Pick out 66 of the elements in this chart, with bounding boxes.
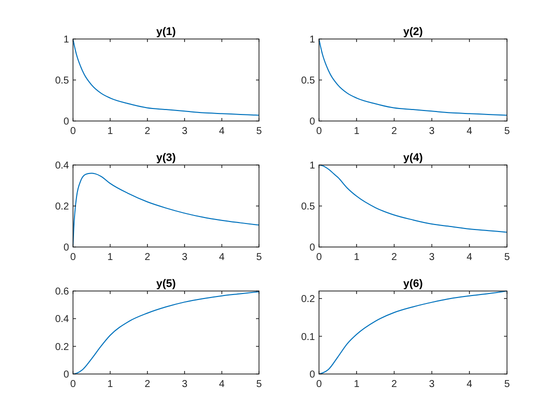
x-tick-label: 1 [354,379,360,390]
line-series [318,290,508,374]
y-tick-label: 0.2 [55,202,70,212]
x-tick-label: 4 [219,252,226,263]
line-series [72,38,260,116]
chart-title: y(6) [403,278,424,290]
chart-title: y(3) [156,152,176,164]
x-tick-label: 4 [466,379,473,390]
x-tick-label: 2 [391,126,398,137]
chart-title: y(4) [403,152,424,164]
y-tick-label: 1 [309,160,316,172]
x-tick-label: 0 [316,126,322,137]
x-tick-label: 1 [107,252,114,263]
x-tick-label: 1 [354,126,360,137]
x-tick-label: 3 [429,126,436,137]
line-series [318,164,508,233]
y-tick-label: 0 [63,370,70,380]
x-tick-label: 2 [391,252,398,263]
x-tick-label: 3 [182,252,188,263]
y-tick-label: 0.6 [55,286,70,298]
x-tick-label: 5 [256,379,262,390]
x-tick-label: 2 [144,252,151,263]
x-tick-label: 0 [70,252,76,263]
x-tick-label: 4 [466,126,473,137]
y-tick-label: 0 [309,116,316,128]
y-tick-label: 0.2 [55,342,70,353]
x-tick-label: 5 [504,126,510,137]
x-tick-label: 5 [504,379,510,390]
x-tick-label: 4 [219,379,226,390]
line-series [318,38,508,116]
x-tick-label: 1 [107,126,114,137]
x-tick-label: 1 [107,379,114,390]
chart-title: y(2) [403,26,424,38]
x-tick-label: 3 [182,379,188,390]
x-tick-label: 3 [182,126,188,137]
x-tick-label: 3 [429,252,436,263]
y-tick-label: 0 [309,370,316,380]
y-tick-label: 0.5 [301,202,316,212]
chart-title: y(1) [156,26,176,38]
x-tick-label: 0 [70,126,76,137]
y-tick-label: 0 [309,242,316,254]
x-tick-label: 0 [316,252,322,263]
x-tick-label: 5 [256,252,262,263]
x-tick-label: 2 [391,379,398,390]
x-tick-label: 0 [70,379,76,390]
y-tick-label: 0 [63,116,70,128]
y-tick-label: 1 [309,34,316,46]
x-tick-label: 4 [219,126,226,137]
chart-title: y(5) [156,278,176,290]
x-tick-label: 3 [429,379,436,390]
x-tick-label: 0 [316,379,322,390]
y-tick-label: 0.5 [301,76,316,86]
y-tick-label: 0.1 [301,332,316,343]
y-tick-label: 0.4 [55,314,70,326]
y-tick-label: 1 [63,34,70,46]
x-tick-label: 1 [354,252,360,263]
x-tick-label: 4 [466,252,473,263]
x-tick-label: 2 [144,379,151,390]
x-tick-label: 5 [256,126,262,137]
y-tick-label: 0.5 [55,76,70,86]
x-tick-label: 5 [504,252,510,263]
y-tick-label: 0.2 [301,294,316,306]
y-tick-label: 0 [63,242,70,254]
x-tick-label: 2 [144,126,151,137]
y-tick-label: 0.4 [55,160,70,172]
line-series [72,291,260,374]
